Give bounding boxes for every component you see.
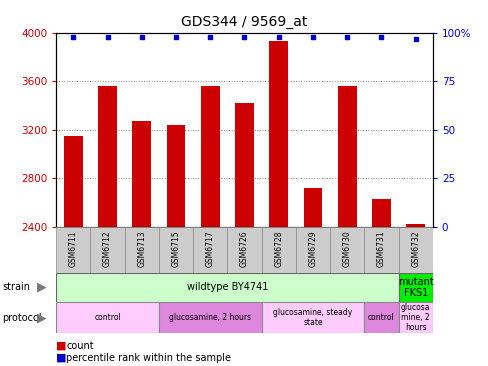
Text: glucosa
mine, 2
hours: glucosa mine, 2 hours (400, 303, 429, 332)
Text: GSM6729: GSM6729 (308, 231, 317, 267)
Bar (295, 227, 329, 273)
Text: ▶: ▶ (37, 311, 46, 324)
Text: GSM6731: GSM6731 (376, 231, 385, 267)
Text: mutant
FKS1: mutant FKS1 (397, 276, 433, 298)
Point (103, 34, 111, 40)
Bar (56, 302, 159, 333)
Bar (398, 227, 432, 273)
Bar (337, 86, 356, 227)
Text: GSM6728: GSM6728 (274, 231, 283, 267)
Bar (201, 86, 219, 227)
Point (206, 34, 214, 40)
Text: GSM6717: GSM6717 (205, 231, 214, 267)
Text: strain: strain (2, 282, 30, 292)
Text: GSM6726: GSM6726 (240, 231, 248, 267)
Point (343, 34, 350, 40)
Text: ■: ■ (56, 353, 66, 363)
Text: GSM6712: GSM6712 (103, 231, 112, 267)
Text: glucosamine, steady
state: glucosamine, steady state (273, 308, 352, 327)
Point (411, 36, 419, 42)
Text: control: control (94, 313, 121, 322)
Point (172, 34, 180, 40)
Text: GSM6732: GSM6732 (410, 231, 419, 267)
Bar (398, 273, 432, 302)
Bar (406, 224, 424, 227)
Bar (64, 136, 82, 227)
Bar (56, 227, 90, 273)
Text: GDS344 / 9569_at: GDS344 / 9569_at (181, 15, 307, 29)
Bar (227, 227, 261, 273)
Bar (261, 302, 364, 333)
Text: ▶: ▶ (37, 281, 46, 294)
Text: control: control (367, 313, 394, 322)
Point (240, 34, 248, 40)
Point (308, 34, 316, 40)
Bar (303, 188, 322, 227)
Bar (364, 227, 398, 273)
Bar (261, 227, 295, 273)
Bar (269, 41, 287, 227)
Text: percentile rank within the sample: percentile rank within the sample (66, 353, 230, 363)
Bar (398, 302, 432, 333)
Point (138, 34, 145, 40)
Bar (90, 227, 124, 273)
Point (274, 34, 282, 40)
Text: ■: ■ (56, 341, 66, 351)
Bar (329, 227, 364, 273)
Text: GSM6730: GSM6730 (342, 231, 351, 267)
Point (377, 34, 385, 40)
Text: glucosamine, 2 hours: glucosamine, 2 hours (169, 313, 251, 322)
Text: GSM6713: GSM6713 (137, 231, 146, 267)
Bar (124, 227, 159, 273)
Bar (235, 103, 253, 227)
Bar (159, 302, 261, 333)
Text: protocol: protocol (2, 313, 42, 322)
Text: wildtype BY4741: wildtype BY4741 (186, 282, 267, 292)
Bar (166, 125, 185, 227)
Text: GSM6715: GSM6715 (171, 231, 180, 267)
Bar (364, 302, 398, 333)
Bar (132, 122, 151, 227)
Bar (371, 199, 390, 227)
Bar (98, 86, 117, 227)
Bar (159, 227, 193, 273)
Text: GSM6711: GSM6711 (69, 231, 78, 267)
Bar (193, 227, 227, 273)
Text: count: count (66, 341, 93, 351)
Point (69, 34, 77, 40)
